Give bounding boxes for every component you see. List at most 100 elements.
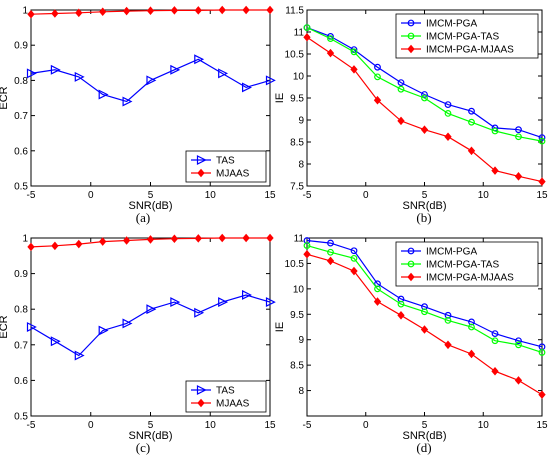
data-point <box>194 234 202 243</box>
data-point <box>421 91 428 98</box>
data-point <box>350 48 358 56</box>
data-point <box>27 242 35 252</box>
data-point <box>303 24 311 32</box>
panel-a: -5 0 5 10 15 0.5 0.6 0.7 0.8 0.9 1 SNR(dB) ECR (a) TAS… <box>0 6 276 226</box>
legend-marker <box>407 19 415 27</box>
data-point <box>146 304 157 315</box>
data-point <box>373 297 382 306</box>
series-line <box>306 27 543 142</box>
data-point <box>491 337 499 345</box>
x-tick-label: 5 <box>148 420 154 431</box>
data-point <box>98 89 109 100</box>
legend-label: IMCM-PGA-MJAAS <box>426 45 514 56</box>
data-point <box>122 6 131 16</box>
data-point <box>420 125 429 134</box>
data-point <box>468 323 475 331</box>
panel-caption: (c) <box>136 440 150 455</box>
legend-marker <box>407 247 415 255</box>
data-point <box>122 236 131 245</box>
data-point <box>170 6 179 15</box>
x-tick-label: -5 <box>303 190 312 201</box>
data-point <box>467 349 476 359</box>
data-point <box>491 127 499 135</box>
legend-label: MJAAS <box>216 399 250 410</box>
y-tick-label: 0.7 <box>14 340 28 351</box>
x-tick-label: 10 <box>478 420 490 431</box>
y-tick-label: 0.6 <box>14 146 28 157</box>
legend-box <box>185 380 267 413</box>
data-point <box>421 94 428 102</box>
x-tick-label: 15 <box>264 190 276 201</box>
data-point <box>420 325 429 334</box>
series-line <box>306 239 543 348</box>
data-point <box>51 9 59 18</box>
series-imcm-pga-tas <box>303 24 546 145</box>
data-point <box>146 6 155 15</box>
data-point <box>303 250 311 259</box>
x-axis-label: SNR(dB) <box>402 430 446 442</box>
series-imcm-pga-mjaas <box>303 33 546 186</box>
y-axis-label: ECR <box>0 315 10 338</box>
legend-label: TAS <box>216 156 235 167</box>
y-tick-label: 10 <box>293 284 305 295</box>
y-axis-label: ECR <box>0 86 10 109</box>
series-imcm-pga-tas <box>303 242 546 356</box>
data-point <box>303 242 311 250</box>
data-point <box>374 285 381 293</box>
legend: IMCM-PGA IMCM-PGA-TAS IMCM-PGA-MJAAS <box>395 13 539 59</box>
y-tick-label: 0.8 <box>14 305 28 316</box>
data-point <box>444 316 452 324</box>
data-point <box>444 132 452 141</box>
data-point <box>303 33 311 42</box>
data-point <box>98 325 109 336</box>
y-tick-label: 1 <box>22 6 28 17</box>
x-tick-label: 10 <box>478 190 490 201</box>
data-point <box>514 376 523 385</box>
data-point <box>74 350 85 361</box>
x-tick-label: 5 <box>422 190 428 201</box>
data-point <box>350 266 358 276</box>
data-point <box>242 289 252 300</box>
y-tick-label: 0.9 <box>14 269 28 280</box>
series-line <box>30 58 271 103</box>
data-point <box>374 63 381 71</box>
legend: TAS MJAAS <box>185 150 267 183</box>
panel-d: -5 0 5 10 15 8 8.5 9 9.5 10 10.5 11 SNR(dB) IE (d) IMCM… <box>274 234 548 456</box>
data-point <box>51 241 59 251</box>
y-tick-label: 11 <box>294 234 305 245</box>
data-point <box>350 65 358 74</box>
data-point <box>194 6 202 15</box>
legend-marker <box>407 44 415 54</box>
data-point <box>74 71 85 82</box>
data-point <box>170 234 179 243</box>
x-tick-label: 15 <box>536 420 548 431</box>
data-point <box>242 5 250 15</box>
y-tick-label: 0.7 <box>14 111 28 122</box>
data-point <box>50 64 61 75</box>
y-tick-label: 9.5 <box>290 310 304 321</box>
series-line <box>306 27 543 139</box>
data-point <box>397 79 405 86</box>
data-point <box>350 254 358 262</box>
panel-c: -5 0 5 10 15 0.5 0.6 0.7 0.8 0.9 1 SNR(dB) ECR (c) TAS… <box>0 234 276 456</box>
data-point <box>491 330 499 338</box>
data-point <box>265 75 276 86</box>
y-tick-label: 8 <box>298 160 304 171</box>
data-point <box>538 349 546 356</box>
legend-marker <box>407 260 415 268</box>
x-axis-label: SNR(dB) <box>128 430 172 442</box>
legend-marker <box>197 168 205 178</box>
data-point <box>538 137 546 145</box>
data-point <box>265 297 276 308</box>
legend-marker <box>197 398 205 408</box>
data-point <box>99 237 107 246</box>
y-tick-label: 0.6 <box>14 376 28 387</box>
data-point <box>350 247 358 255</box>
data-point <box>491 366 499 376</box>
data-point <box>266 233 274 243</box>
data-point <box>327 248 334 256</box>
x-tick-label: 0 <box>88 420 94 431</box>
y-tick-label: 0.5 <box>14 182 28 193</box>
legend-box <box>395 241 539 287</box>
data-point <box>444 109 452 117</box>
